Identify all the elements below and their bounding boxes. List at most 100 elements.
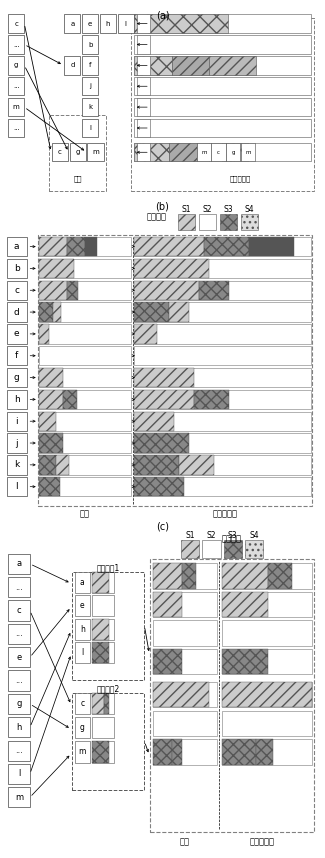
Text: d: d [14, 307, 20, 317]
Text: d: d [70, 63, 74, 69]
Bar [209, 56, 256, 75]
Bar [82, 35, 98, 54]
Text: m: m [15, 793, 23, 802]
Bar [153, 620, 217, 646]
Bar [135, 56, 172, 75]
Bar [39, 455, 131, 474]
Bar [6, 477, 27, 497]
Bar [39, 259, 131, 278]
Bar [104, 693, 109, 714]
Bar [8, 553, 30, 574]
Bar [137, 35, 150, 54]
Bar [39, 390, 131, 409]
Bar [137, 98, 150, 117]
Bar [8, 694, 30, 714]
Text: e: e [80, 601, 84, 610]
Bar [222, 592, 312, 617]
Text: l: l [125, 21, 127, 27]
Bar [131, 18, 314, 190]
Bar [137, 118, 150, 137]
Bar [137, 15, 150, 33]
Bar [39, 368, 63, 387]
Bar [92, 741, 109, 763]
Bar [172, 56, 209, 75]
Text: m: m [13, 104, 20, 110]
Bar [222, 592, 268, 617]
Bar [135, 143, 169, 161]
Text: g: g [231, 150, 235, 154]
Text: e: e [16, 653, 21, 662]
Text: 实体列表集: 实体列表集 [213, 510, 237, 518]
Bar [72, 693, 144, 790]
Bar [8, 670, 30, 691]
Text: a: a [14, 242, 20, 251]
Text: g: g [16, 699, 22, 709]
Bar [82, 98, 98, 117]
Bar [39, 412, 131, 431]
Text: a: a [80, 578, 85, 587]
Bar [222, 740, 312, 764]
Bar [135, 346, 311, 366]
Bar [194, 390, 229, 409]
Bar [197, 143, 211, 161]
Bar [135, 237, 311, 257]
Text: g: g [80, 723, 85, 732]
Text: ...: ... [15, 676, 23, 686]
Bar [6, 455, 27, 474]
Bar [182, 563, 196, 589]
Bar [74, 741, 90, 763]
Text: ...: ... [13, 83, 20, 89]
Text: f: f [89, 63, 91, 69]
Text: b: b [88, 41, 92, 47]
Bar [135, 390, 194, 409]
Bar [92, 619, 113, 640]
Bar [6, 433, 27, 453]
Bar [256, 740, 273, 764]
Bar [222, 563, 312, 589]
Bar [39, 433, 63, 453]
Bar [209, 143, 222, 161]
Text: 头部: 头部 [179, 837, 189, 846]
Text: 水平划分: 水平划分 [146, 213, 166, 221]
Bar [92, 741, 113, 763]
Bar [222, 620, 312, 646]
Text: e: e [14, 329, 20, 338]
Bar [74, 693, 90, 714]
Bar [39, 302, 131, 322]
Text: c: c [58, 149, 62, 155]
Text: k: k [14, 461, 19, 469]
Text: m: m [201, 150, 207, 154]
Bar [92, 642, 109, 663]
Bar [63, 390, 77, 409]
Bar [6, 302, 27, 322]
Bar [135, 237, 204, 257]
Bar [92, 571, 113, 593]
Bar [135, 433, 189, 453]
Text: 实体列表集: 实体列表集 [250, 837, 275, 846]
Bar [153, 682, 209, 708]
Bar [74, 571, 90, 593]
Text: h: h [106, 21, 110, 27]
Bar [100, 15, 116, 33]
Bar [241, 214, 258, 230]
Bar [118, 15, 134, 33]
Text: c: c [217, 150, 220, 154]
Text: k: k [88, 104, 92, 110]
Bar [92, 693, 113, 714]
Text: g: g [14, 63, 18, 69]
Bar [72, 571, 144, 680]
Bar [153, 563, 182, 589]
Text: S2: S2 [207, 531, 216, 541]
Text: m: m [245, 150, 251, 154]
Bar [49, 115, 106, 190]
Text: m: m [92, 149, 99, 155]
Bar [39, 324, 131, 343]
Bar [74, 717, 90, 739]
Bar [6, 346, 27, 366]
Text: e: e [88, 21, 92, 27]
Bar [135, 259, 311, 278]
Text: 头部: 头部 [74, 175, 83, 182]
Bar [179, 455, 214, 474]
Bar [39, 281, 131, 300]
Bar [135, 368, 194, 387]
